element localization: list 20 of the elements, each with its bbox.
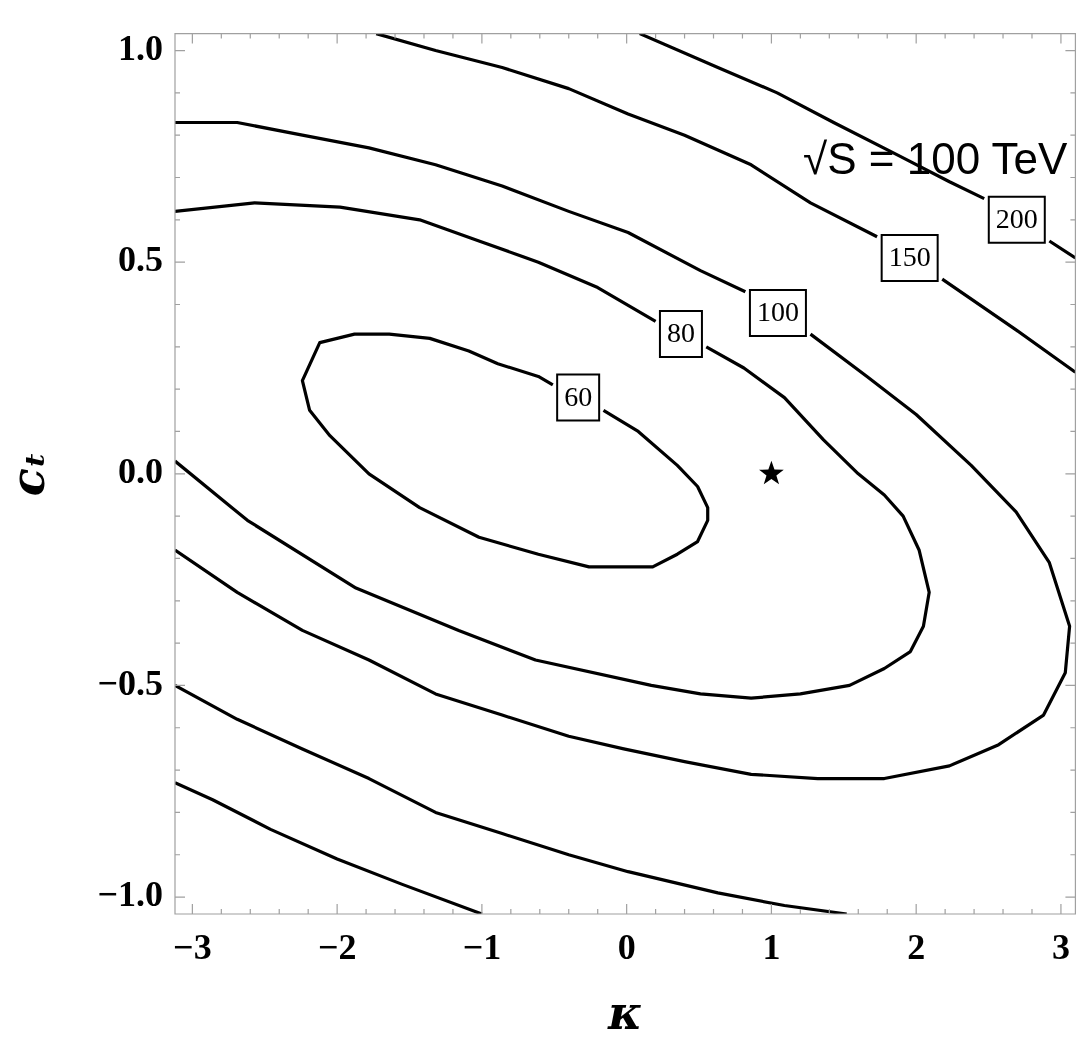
annotation: √S = 100 TeV <box>803 133 1069 183</box>
x-tick-label: −1 <box>462 926 502 967</box>
series-label: 200 <box>995 203 1038 235</box>
x-tick-label: 0 <box>617 926 636 967</box>
y-tick-label: −0.5 <box>97 662 163 703</box>
y-tick-label: 0.0 <box>118 451 163 492</box>
series-label: 80 <box>666 317 695 349</box>
x-tick-label: −3 <box>173 926 212 967</box>
x-tick-label: 3 <box>1051 926 1070 967</box>
series-label: 100 <box>756 296 799 328</box>
legend-label: 60 <box>564 380 593 412</box>
y-tick-label: 0.5 <box>118 239 163 280</box>
y-tick-label: 1.0 <box>118 27 163 68</box>
x-axis-title: κ <box>606 986 643 1041</box>
series-label: 150 <box>888 241 931 273</box>
x-tick-label: −2 <box>317 926 357 967</box>
x-tick-label: 1 <box>762 926 781 967</box>
y-tick-label: −1.0 <box>97 874 163 915</box>
x-tick-label: 2 <box>907 926 926 967</box>
y-axis-title: cₜ <box>0 451 55 497</box>
